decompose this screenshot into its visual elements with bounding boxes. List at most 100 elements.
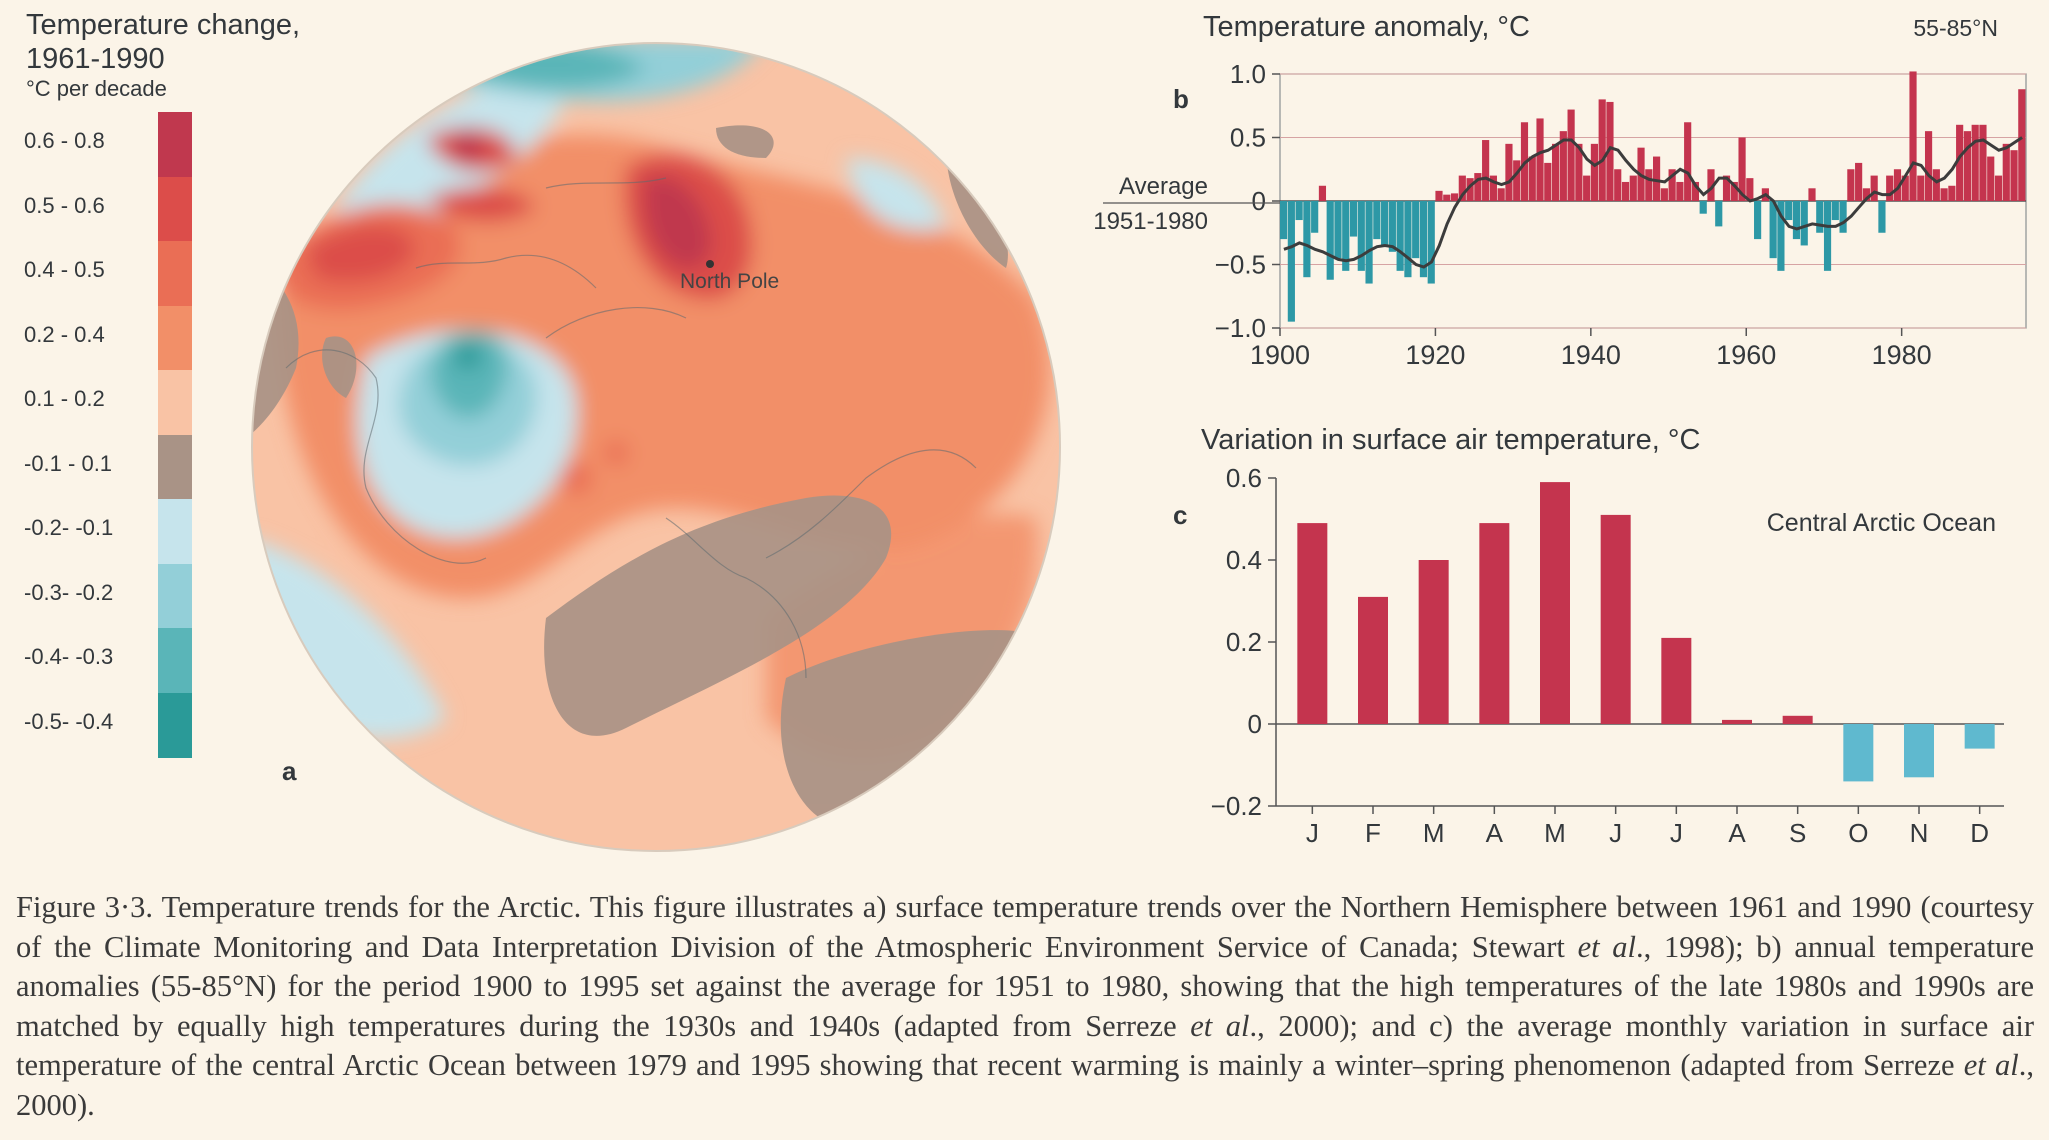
anomaly-bar [1311,201,1319,233]
monthly-variation-chart: Variation in surface air temperature, °C… [1173,424,2004,848]
month-label: A [1486,818,1504,848]
month-label: S [1789,818,1806,848]
region-label: 55-85°N [1913,15,1998,41]
caption-part-2: ., 1998); b) annual temperature anomalie… [16,929,2034,1043]
anomaly-bar [1738,137,1746,201]
anomaly-bar [1583,175,1591,201]
anomaly-bar [1963,131,1972,201]
anomaly-bar [1909,71,1917,202]
legend-title: Temperature change, 1961-1990 [26,8,300,76]
anomaly-bar [1474,173,1482,201]
anomaly-bar [1754,201,1762,240]
anomaly-bar [1443,194,1451,201]
anomaly-bar [1917,175,1925,201]
anomaly-bar [1412,201,1420,259]
anomaly-bar [1862,188,1870,201]
anomaly-bar [1684,122,1692,201]
panel-a-letter: a [282,756,297,786]
y-tick-label: 0.2 [1226,627,1262,657]
month-label: O [1848,818,1868,848]
caption-italic-3: et al [1963,1048,2019,1082]
coastlines [285,177,977,679]
month-label: N [1910,818,1929,848]
anomaly-bar [1567,109,1575,201]
anomaly-bar [1715,201,1723,227]
caption-part-3: ., 2000); and c) the average monthly var… [16,1008,2034,1083]
x-tick-label: 1940 [1561,340,1621,370]
anomaly-bar [1404,201,1412,278]
month-label: J [1609,818,1622,848]
anomaly-bar [1458,175,1466,201]
legend-swatch [158,434,192,500]
anomaly-bar [1326,201,1334,280]
month-bar [1479,523,1510,724]
anomaly-bar [1660,188,1668,201]
anomaly-bar [1388,201,1396,252]
north-pole-marker [706,260,714,268]
legend-swatch [158,241,192,306]
month-label: M [1423,818,1445,848]
anomaly-bar [1847,169,1855,201]
month-label: M [1544,818,1566,848]
x-tick-label: 1980 [1872,340,1932,370]
anomaly-bar [1536,118,1544,201]
month-bar [1297,523,1328,724]
month-bar [1964,724,1995,749]
temperature-field [252,43,1050,760]
anomaly-bar [1777,201,1785,271]
legend-swatch [158,692,192,758]
y-tick-label: −0.5 [1215,250,1266,280]
x-tick-label: 1900 [1250,340,1310,370]
globe-outline [251,42,1061,852]
anomaly-bar [1878,201,1886,233]
anomaly-bar [1870,175,1878,201]
anomaly-bar [1466,178,1474,201]
legend-swatch [158,176,192,242]
smoothed-line [1283,136,2023,269]
y-tick-label: −0.2 [1211,791,1262,821]
legend-swatch [158,305,192,371]
anomaly-bar [1559,131,1567,201]
anomaly-bar [1295,201,1303,221]
month-label: A [1728,818,1746,848]
anomaly-bar [1497,188,1505,201]
anomaly-bar [1629,175,1637,201]
anomaly-bar [1598,99,1606,201]
anomaly-bar [1691,181,1700,201]
anomaly-bar [1280,201,1288,240]
legend-label: -0.2- -0.1 [24,515,114,540]
northern-hemisphere-map: North Pole [251,42,1061,852]
anomaly-bar [2018,89,2026,201]
anomaly-bar [1979,124,1987,201]
region-annotation: Central Arctic Ocean [1767,509,1996,537]
anomaly-bar [1901,175,1909,201]
anomaly-bar [1893,169,1902,201]
anomaly-bar [1357,201,1365,271]
anomaly-bar [1606,101,1614,201]
month-bar [1843,724,1874,782]
anomaly-bar [1575,143,1583,201]
y-tick-label: 0.5 [1230,123,1266,153]
anomaly-bar [1924,131,1933,201]
anomaly-bar [1373,201,1381,240]
y-tick-label: −1.0 [1215,313,1266,343]
month-bar [1358,596,1388,724]
legend-swatch [158,628,192,693]
anomaly-bar [1699,201,1707,214]
anomaly-bar [1435,190,1443,201]
legend-label: 0.1 - 0.2 [24,386,105,411]
legend-label: -0.3- -0.2 [24,579,114,605]
anomaly-bar [1940,188,1948,201]
legend-label: 0.2 - 0.4 [24,321,105,347]
anomaly-bar [1932,169,1940,201]
anomaly-bar [2010,150,2018,201]
anomaly-bar [1653,156,1661,201]
month-bar [1904,724,1934,778]
anomaly-bar [2002,143,2010,201]
anomaly-bar [1482,140,1490,201]
anomaly-bar [1722,175,1731,201]
anomaly-bar [1349,201,1358,237]
caption-part-4: ., 2000). [16,1048,2034,1122]
anomaly-bar [1645,169,1653,201]
month-bar [1600,514,1631,724]
